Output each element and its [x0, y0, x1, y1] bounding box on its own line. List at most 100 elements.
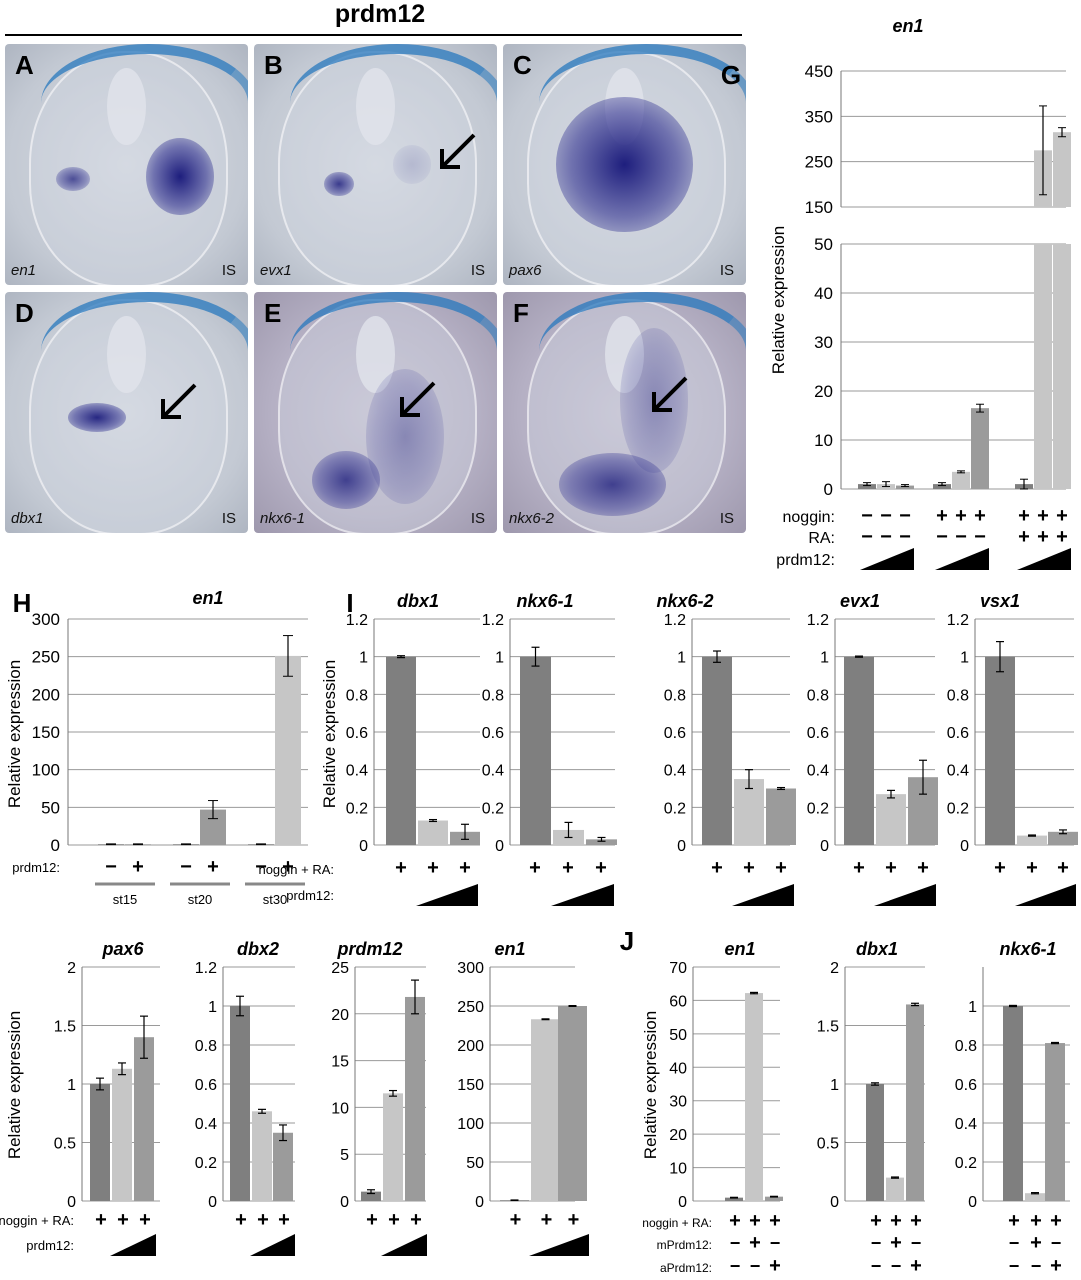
ra-sign: − [955, 526, 967, 548]
epidermis-stain [41, 292, 248, 410]
y-axis-label: Relative expression [5, 1011, 24, 1159]
y-tick-label: 1.2 [346, 612, 368, 629]
ra-sign: − [974, 526, 986, 548]
aprdm12-sign: − [730, 1256, 741, 1276]
y-tick-label: 1.5 [817, 1019, 839, 1036]
dose-wedge-icon [732, 884, 794, 906]
noggin-ra-sign: + [95, 1209, 107, 1231]
epidermis-stain [41, 44, 248, 162]
panel-letter: E [264, 298, 282, 328]
dose-wedge-icon [416, 884, 478, 906]
y-tick-label: 25 [331, 960, 349, 977]
noggin-ra-sign: + [1030, 1210, 1042, 1232]
gene-label: nkx6-1 [260, 510, 306, 527]
y-tick-label: 0.6 [947, 725, 969, 742]
noggin-ra-sign: + [890, 1210, 902, 1232]
y-tick-label: 0.6 [807, 725, 829, 742]
noggin-ra-sign: + [427, 857, 439, 879]
bar [844, 656, 874, 845]
mprdm12-sign: + [890, 1232, 902, 1254]
y-tick-label: 100 [32, 761, 60, 780]
y-tick-label: 150 [805, 198, 833, 217]
panel-letter-h: H [13, 588, 32, 618]
section-label: IS [470, 262, 485, 279]
y-tick-label: 1 [67, 1077, 76, 1094]
gene-label: evx1 [260, 262, 292, 279]
aprdm12-sign: + [1050, 1255, 1062, 1277]
mprdm12-sign: − [871, 1233, 882, 1253]
y-tick-label: 0.4 [346, 763, 368, 780]
stage-label: st30 [263, 892, 288, 907]
y-tick-label: 0.8 [947, 687, 969, 704]
aprdm12-sign: − [891, 1256, 902, 1276]
noggin-ra-sign: + [568, 1209, 580, 1231]
y-tick-label: 0.6 [346, 725, 368, 742]
y-tick-label: 250 [457, 999, 484, 1016]
row-label-ra: RA: [808, 530, 835, 547]
prdm12-sign: + [207, 856, 219, 878]
noggin-ra-sign: + [743, 857, 755, 879]
noggin-ra-sign: + [117, 1209, 129, 1231]
gene-label: pax6 [509, 262, 542, 279]
noggin-ra-sign: + [388, 1209, 400, 1231]
noggin-sign: + [974, 505, 986, 527]
bar [586, 839, 617, 845]
bar [558, 1006, 587, 1201]
y-tick-label: 300 [32, 610, 60, 629]
dose-wedge-icon [381, 1234, 427, 1256]
y-tick-label: 0 [495, 838, 504, 855]
y-axis-label: Relative expression [769, 226, 788, 374]
y-tick-label: 0 [677, 838, 686, 855]
epidermis-stain [539, 44, 746, 162]
figure-title: prdm12 [334, 0, 426, 28]
bar [531, 1019, 560, 1201]
bar [734, 779, 764, 845]
y-tick-label: 1.5 [54, 1019, 76, 1036]
y-tick-label: 0.4 [947, 763, 969, 780]
noggin-ra-sign: + [729, 1210, 741, 1232]
dose-wedge-icon [529, 1234, 589, 1256]
chart-title: en1 [192, 588, 223, 608]
gene-label: en1 [11, 262, 37, 279]
chart-title: dbx1 [397, 591, 439, 611]
bar [702, 656, 732, 845]
row-label-prdm12: prdm12: [286, 888, 334, 903]
panel-letter: A [15, 50, 34, 80]
y-tick-label: 30 [669, 1094, 687, 1111]
dose-wedge-icon [1015, 884, 1076, 906]
mprdm12-sign: − [1051, 1233, 1062, 1253]
bar [1045, 1043, 1065, 1201]
noggin-sign: + [1018, 505, 1030, 527]
y-tick-label: 0.8 [195, 1038, 217, 1055]
section-label: IS [719, 510, 734, 527]
ra-sign: − [861, 526, 873, 548]
y-tick-label: 0.8 [346, 687, 368, 704]
noggin-ra-sign: + [235, 1209, 247, 1231]
y-tick-label: 250 [805, 153, 833, 172]
y-tick-label: 20 [814, 382, 833, 401]
lumen [605, 316, 644, 394]
arrow-icon [394, 377, 444, 432]
y-tick-label: 150 [32, 723, 60, 742]
y-tick-label: 1 [960, 650, 969, 667]
bar [112, 1068, 132, 1201]
y-tick-label: 0.6 [195, 1077, 217, 1094]
bar [361, 1191, 381, 1201]
y-tick-label: 0 [359, 838, 368, 855]
ra-sign: + [1037, 526, 1049, 548]
noggin-ra-sign: + [917, 857, 929, 879]
chart-title: vsx1 [980, 591, 1020, 611]
y-axis-label: Relative expression [320, 660, 339, 808]
noggin-ra-sign: + [562, 857, 574, 879]
arrow-icon [434, 129, 484, 184]
noggin-ra-sign: + [870, 1210, 882, 1232]
y-tick-label: 0 [968, 1194, 977, 1211]
noggin-sign: + [1037, 505, 1049, 527]
y-tick-label: 0.8 [955, 1038, 977, 1055]
y-tick-label: 1.2 [947, 612, 969, 629]
